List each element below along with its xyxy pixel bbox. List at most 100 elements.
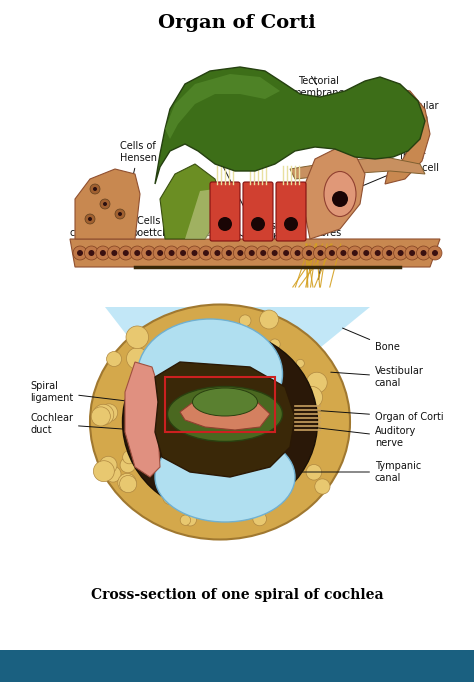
- Ellipse shape: [192, 388, 257, 416]
- Text: Bone: Bone: [343, 328, 400, 352]
- Polygon shape: [185, 189, 230, 239]
- Bar: [165, 377, 275, 432]
- Text: Nerve
fibres: Nerve fibres: [313, 216, 343, 279]
- Circle shape: [306, 464, 322, 480]
- Circle shape: [392, 147, 398, 151]
- Circle shape: [268, 246, 282, 260]
- Circle shape: [91, 407, 110, 426]
- Circle shape: [96, 246, 110, 260]
- Circle shape: [398, 126, 402, 132]
- Circle shape: [163, 490, 177, 505]
- Circle shape: [432, 250, 438, 256]
- Circle shape: [146, 250, 152, 256]
- Text: Basilar
membrane: Basilar membrane: [248, 221, 302, 264]
- Circle shape: [100, 404, 118, 421]
- Circle shape: [256, 246, 270, 260]
- Text: Tectorial
membrane: Tectorial membrane: [291, 76, 345, 98]
- Polygon shape: [155, 67, 425, 184]
- Text: Cross-section of one spiral of cochlea: Cross-section of one spiral of cochlea: [91, 588, 383, 602]
- Circle shape: [405, 246, 419, 260]
- Circle shape: [90, 184, 100, 194]
- Circle shape: [380, 92, 390, 102]
- Circle shape: [73, 246, 87, 260]
- Circle shape: [107, 351, 122, 366]
- Polygon shape: [305, 149, 365, 239]
- Circle shape: [392, 108, 398, 113]
- Polygon shape: [165, 74, 280, 139]
- Circle shape: [260, 310, 279, 329]
- Bar: [0, 650, 474, 682]
- Circle shape: [126, 326, 148, 349]
- Circle shape: [214, 250, 220, 256]
- Circle shape: [84, 246, 99, 260]
- Circle shape: [93, 404, 114, 425]
- Polygon shape: [125, 362, 160, 477]
- Circle shape: [428, 246, 442, 260]
- Circle shape: [269, 339, 280, 350]
- Polygon shape: [155, 362, 295, 477]
- Circle shape: [180, 250, 186, 256]
- Circle shape: [176, 246, 190, 260]
- Circle shape: [88, 217, 92, 221]
- Circle shape: [329, 250, 335, 256]
- Circle shape: [390, 106, 400, 116]
- Text: Auditory
nerve: Auditory nerve: [313, 426, 416, 448]
- FancyBboxPatch shape: [276, 182, 306, 241]
- Text: Inner
hair cell: Inner hair cell: [357, 151, 439, 188]
- Circle shape: [398, 250, 404, 256]
- Circle shape: [363, 250, 369, 256]
- Circle shape: [107, 246, 121, 260]
- Circle shape: [134, 250, 140, 256]
- Circle shape: [371, 246, 385, 260]
- Circle shape: [120, 458, 136, 473]
- Text: Cell of
claudius: Cell of claudius: [70, 216, 110, 256]
- Text: Tunnel of
Corti: Tunnel of Corti: [210, 220, 297, 263]
- Text: Organ of Corti: Organ of Corti: [158, 14, 316, 32]
- Circle shape: [253, 512, 266, 526]
- Circle shape: [325, 246, 339, 260]
- FancyBboxPatch shape: [210, 182, 240, 241]
- Circle shape: [157, 250, 163, 256]
- Polygon shape: [180, 394, 270, 430]
- Circle shape: [348, 246, 362, 260]
- Text: Cochlear
duct: Cochlear duct: [30, 413, 162, 435]
- Circle shape: [222, 246, 236, 260]
- Circle shape: [237, 250, 243, 256]
- Circle shape: [188, 246, 201, 260]
- Circle shape: [118, 212, 122, 216]
- Text: ID 236727337  ©  Viktoriia  Kasyanyuk: ID 236727337 © Viktoriia Kasyanyuk: [300, 662, 464, 670]
- Circle shape: [130, 246, 144, 260]
- Circle shape: [249, 250, 255, 256]
- Circle shape: [301, 387, 322, 409]
- Text: Cells of
Hensen: Cells of Hensen: [120, 141, 157, 186]
- Circle shape: [226, 250, 232, 256]
- Circle shape: [332, 191, 348, 207]
- Circle shape: [111, 250, 118, 256]
- Circle shape: [313, 246, 328, 260]
- Circle shape: [386, 250, 392, 256]
- FancyBboxPatch shape: [243, 182, 273, 241]
- Circle shape: [272, 250, 278, 256]
- Circle shape: [123, 250, 129, 256]
- Circle shape: [306, 372, 327, 393]
- Circle shape: [184, 514, 197, 526]
- Ellipse shape: [324, 171, 356, 216]
- Circle shape: [77, 250, 83, 256]
- Circle shape: [395, 124, 405, 134]
- Text: Spiral
ligament: Spiral ligament: [30, 381, 132, 403]
- Circle shape: [260, 250, 266, 256]
- Ellipse shape: [122, 329, 318, 514]
- Text: Reticular
lamina: Reticular lamina: [394, 101, 438, 155]
- Circle shape: [105, 466, 121, 482]
- Polygon shape: [70, 239, 440, 267]
- Text: dreamstime.com: dreamstime.com: [10, 661, 93, 671]
- Polygon shape: [290, 157, 425, 179]
- Circle shape: [169, 250, 174, 256]
- Circle shape: [233, 246, 247, 260]
- Circle shape: [127, 348, 148, 370]
- Circle shape: [93, 461, 114, 481]
- Circle shape: [164, 246, 179, 260]
- Circle shape: [279, 246, 293, 260]
- Circle shape: [103, 202, 107, 206]
- Circle shape: [199, 246, 213, 260]
